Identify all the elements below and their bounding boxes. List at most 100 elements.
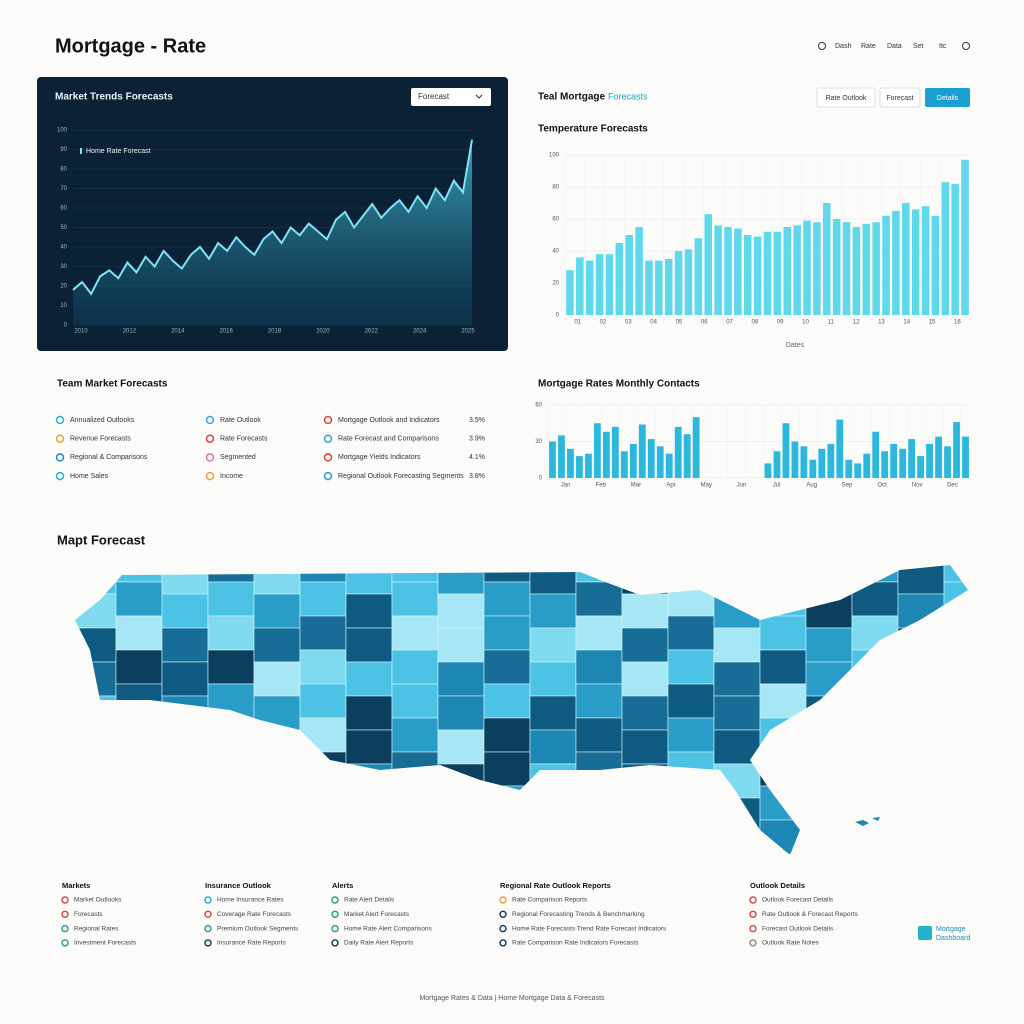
state bbox=[437, 729, 485, 765]
footer-link[interactable]: Home Insurance Rates bbox=[217, 897, 284, 904]
list-item[interactable]: Regional & Comparisons bbox=[70, 454, 148, 461]
footer-link[interactable]: Home Rate Alert Comparisons bbox=[344, 925, 433, 932]
list-item[interactable]: Home Sales bbox=[70, 473, 109, 480]
state bbox=[345, 763, 393, 799]
list-item[interactable]: Segmented bbox=[220, 454, 256, 461]
footer-icon bbox=[61, 910, 69, 918]
state bbox=[805, 661, 853, 697]
footer-link[interactable]: Regional Rates bbox=[74, 925, 119, 932]
nav-item[interactable]: Data bbox=[887, 43, 902, 50]
list-item[interactable]: Regional Outlook Forecasting Segments bbox=[338, 473, 464, 480]
bar bbox=[813, 222, 821, 315]
button[interactable] bbox=[925, 88, 970, 107]
list-item[interactable]: Rate Forecasts bbox=[220, 436, 268, 443]
state bbox=[943, 819, 968, 855]
button[interactable] bbox=[879, 87, 921, 108]
state bbox=[805, 729, 853, 765]
list-item[interactable]: Income bbox=[220, 473, 243, 480]
footer-link[interactable]: Premium Outlook Segments bbox=[217, 925, 299, 932]
bar bbox=[645, 260, 653, 315]
state bbox=[759, 819, 807, 855]
state bbox=[621, 797, 669, 833]
footer-link[interactable]: Home Rate Forecasts Trend Rate Forecast … bbox=[512, 925, 667, 932]
footer-link[interactable]: Daily Rate Alert Reports bbox=[344, 940, 414, 947]
bar bbox=[625, 235, 633, 315]
x-tick-label: 2020 bbox=[316, 329, 330, 335]
bar bbox=[823, 203, 831, 315]
footer-link[interactable]: Rate Comparison Reports bbox=[512, 897, 588, 904]
state bbox=[299, 615, 347, 651]
state bbox=[207, 649, 255, 685]
state bbox=[575, 683, 623, 719]
footer-icon bbox=[499, 924, 507, 933]
footer-link[interactable]: Forecasts bbox=[74, 911, 103, 918]
x-tick-label: Jan bbox=[561, 483, 571, 489]
list-item[interactable]: Mortgage Yields Indicators bbox=[338, 454, 421, 461]
footer-link[interactable]: Market Alert Forecasts bbox=[344, 911, 410, 918]
footer-link[interactable]: Outlook Rate Notes bbox=[762, 940, 819, 947]
state bbox=[115, 649, 163, 685]
bar-link[interactable]: Forecasts bbox=[608, 91, 648, 101]
footer-link[interactable]: Outlook Forecast Details bbox=[762, 897, 834, 904]
nav-item[interactable]: Set bbox=[913, 43, 924, 50]
footer-link[interactable]: Regional Forecasting Trends & Benchmarki… bbox=[512, 911, 645, 918]
nav-item[interactable]: Rate bbox=[861, 43, 876, 50]
state bbox=[483, 683, 531, 719]
legend-swatch bbox=[80, 148, 82, 154]
footer-link[interactable]: Insurance Rate Reports bbox=[217, 940, 286, 947]
bar bbox=[827, 443, 835, 478]
state bbox=[897, 627, 945, 663]
nav-item[interactable]: Itc bbox=[939, 43, 947, 50]
state bbox=[897, 593, 945, 629]
state bbox=[851, 717, 899, 753]
area-title: Market Trends Forecasts bbox=[55, 92, 173, 103]
footer-icon bbox=[61, 896, 69, 904]
state bbox=[483, 785, 531, 821]
state bbox=[897, 729, 945, 765]
footer-icon bbox=[749, 924, 757, 933]
state bbox=[75, 729, 117, 765]
state bbox=[713, 797, 761, 833]
list-item[interactable]: Annualized Outlooks bbox=[70, 417, 135, 424]
x-tick-label: Nov bbox=[912, 483, 923, 489]
state bbox=[75, 763, 117, 799]
map-title: Mapt Forecast bbox=[57, 532, 146, 547]
x-tick-label: Feb bbox=[596, 483, 607, 489]
footer-icon bbox=[204, 896, 212, 904]
y-tick-label: 70 bbox=[60, 186, 67, 192]
footer-icon bbox=[749, 896, 757, 904]
footer-icon bbox=[331, 910, 339, 918]
button[interactable] bbox=[816, 87, 876, 108]
footer-link[interactable]: Market Outlooks bbox=[74, 897, 122, 904]
state bbox=[75, 831, 117, 855]
dropdown[interactable] bbox=[411, 88, 491, 106]
bar bbox=[782, 423, 790, 478]
x-tick-label: Jun bbox=[737, 483, 747, 489]
footer-link[interactable]: Investment Forecasts bbox=[74, 940, 137, 947]
state bbox=[345, 729, 393, 765]
bar bbox=[944, 446, 951, 478]
bar bbox=[773, 231, 782, 315]
y-tick-label: 20 bbox=[552, 281, 559, 287]
footer-link[interactable]: Rate Comparison Rate Indicators Forecast… bbox=[512, 940, 639, 947]
footer-link[interactable]: Rate Alert Details bbox=[344, 897, 395, 904]
state bbox=[805, 593, 853, 629]
list-item[interactable]: Rate Outlook bbox=[220, 417, 261, 424]
state bbox=[207, 683, 255, 719]
footer-link[interactable]: Rate Outlook & Forecast Reports bbox=[762, 911, 858, 918]
nav-item[interactable]: Dash bbox=[835, 43, 851, 50]
bar bbox=[638, 424, 646, 478]
footer-link[interactable]: Coverage Rate Forecasts bbox=[217, 911, 292, 918]
footer-link[interactable]: Forecast Outlook Details bbox=[762, 925, 834, 932]
state bbox=[253, 763, 301, 799]
list-item[interactable]: Revenue Forecasts bbox=[70, 436, 131, 443]
list-icon bbox=[323, 471, 333, 481]
state bbox=[391, 751, 439, 787]
list-item[interactable]: Mortgage Outlook and Indicators bbox=[338, 417, 440, 424]
x-tick-label: 08 bbox=[752, 320, 759, 326]
y-tick-label: 90 bbox=[60, 147, 67, 153]
list-item[interactable]: Rate Forecast and Comparisons bbox=[338, 436, 439, 443]
bar bbox=[743, 235, 752, 315]
